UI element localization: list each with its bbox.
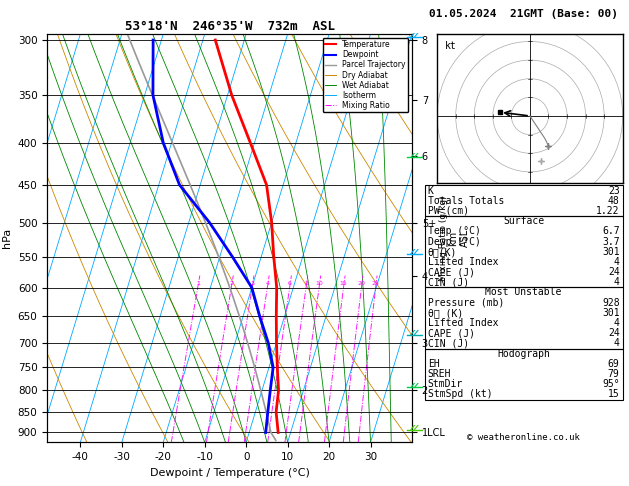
Text: 1.22: 1.22 <box>596 206 620 216</box>
Text: 24: 24 <box>608 328 620 338</box>
Text: 3: 3 <box>250 281 254 286</box>
Text: 8: 8 <box>304 281 308 286</box>
Text: Most Unstable: Most Unstable <box>486 288 562 297</box>
Text: 15: 15 <box>340 281 348 286</box>
Text: CIN (J): CIN (J) <box>428 278 469 287</box>
Text: 4: 4 <box>614 278 620 287</box>
Text: Pressure (mb): Pressure (mb) <box>428 298 504 308</box>
Text: 95°: 95° <box>602 379 620 389</box>
X-axis label: Dewpoint / Temperature (°C): Dewpoint / Temperature (°C) <box>150 468 309 478</box>
Text: Lifted Index: Lifted Index <box>428 318 498 328</box>
Text: 301: 301 <box>602 247 620 257</box>
Text: Totals Totals: Totals Totals <box>428 196 504 206</box>
Text: 20: 20 <box>358 281 365 286</box>
Text: 1: 1 <box>196 281 200 286</box>
Text: 3.7: 3.7 <box>602 237 620 246</box>
Text: 01.05.2024  21GMT (Base: 00): 01.05.2024 21GMT (Base: 00) <box>429 9 618 19</box>
Y-axis label: hPa: hPa <box>2 228 12 248</box>
Text: K: K <box>428 186 433 195</box>
Text: θᴄ(K): θᴄ(K) <box>428 247 457 257</box>
Text: 79: 79 <box>608 369 620 379</box>
Text: 48: 48 <box>608 196 620 206</box>
Text: 24: 24 <box>608 267 620 277</box>
Text: CIN (J): CIN (J) <box>428 338 469 348</box>
Text: CAPE (J): CAPE (J) <box>428 328 475 338</box>
Text: CAPE (J): CAPE (J) <box>428 267 475 277</box>
Text: 10: 10 <box>315 281 323 286</box>
Text: 23: 23 <box>608 186 620 195</box>
Title: 53°18'N  246°35'W  732m  ASL: 53°18'N 246°35'W 732m ASL <box>125 20 335 33</box>
Text: 15: 15 <box>608 389 620 399</box>
Text: 301: 301 <box>602 308 620 318</box>
Text: StmSpd (kt): StmSpd (kt) <box>428 389 493 399</box>
Text: Dewp (°C): Dewp (°C) <box>428 237 481 246</box>
Text: Surface: Surface <box>503 216 544 226</box>
Text: 4: 4 <box>265 281 269 286</box>
Text: 4: 4 <box>614 257 620 267</box>
Text: StmDir: StmDir <box>428 379 463 389</box>
Text: SREH: SREH <box>428 369 451 379</box>
Text: 25: 25 <box>372 281 380 286</box>
Text: 928: 928 <box>602 298 620 308</box>
Text: PW (cm): PW (cm) <box>428 206 469 216</box>
Text: 69: 69 <box>608 359 620 369</box>
Text: 6: 6 <box>288 281 292 286</box>
Text: 4: 4 <box>614 338 620 348</box>
Text: kt: kt <box>445 41 456 51</box>
Text: EH: EH <box>428 359 440 369</box>
Text: © weatheronline.co.uk: © weatheronline.co.uk <box>467 433 580 442</box>
Y-axis label: km
ASL: km ASL <box>448 229 470 247</box>
Text: θᴄ (K): θᴄ (K) <box>428 308 463 318</box>
Text: Temp (°C): Temp (°C) <box>428 226 481 236</box>
Text: Mixing Ratio (g/kg): Mixing Ratio (g/kg) <box>438 195 447 281</box>
Text: 6.7: 6.7 <box>602 226 620 236</box>
Text: 4: 4 <box>614 318 620 328</box>
Text: Lifted Index: Lifted Index <box>428 257 498 267</box>
Legend: Temperature, Dewpoint, Parcel Trajectory, Dry Adiabat, Wet Adiabat, Isotherm, Mi: Temperature, Dewpoint, Parcel Trajectory… <box>323 38 408 112</box>
Text: Hodograph: Hodograph <box>497 348 550 359</box>
Text: 2: 2 <box>230 281 233 286</box>
